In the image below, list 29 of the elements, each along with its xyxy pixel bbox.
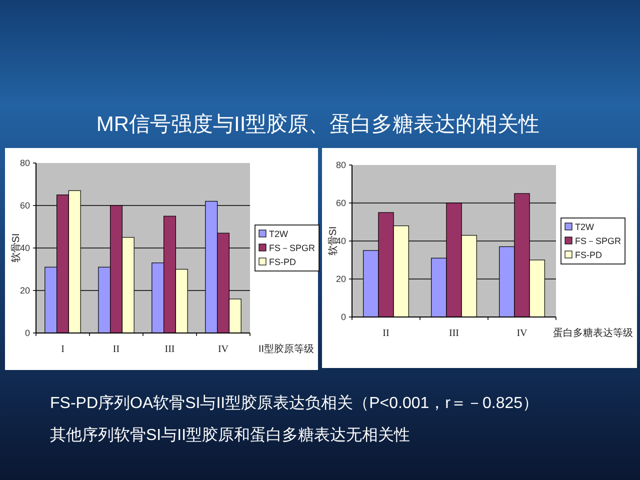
y-tick-label: 60	[20, 200, 30, 210]
x-tick-label: II	[382, 328, 390, 339]
text: 其他序列软骨SI与II型胶原和蛋白多糖表达无相关性	[50, 426, 410, 444]
y-tick-label: 0	[340, 312, 346, 322]
y-tick-label: 40	[20, 243, 30, 253]
y-axis-title: 软骨SI	[10, 233, 22, 263]
y-tick-label: 0	[24, 328, 30, 338]
y-tick-label: 80	[336, 160, 346, 170]
x-axis-title: II型胶原等级	[258, 343, 314, 355]
y-tick-label: 80	[20, 158, 30, 168]
x-tick-label: III	[449, 328, 459, 339]
x-tick-label: I	[61, 344, 64, 355]
x-tick-label: IV	[218, 344, 230, 355]
x-axis-title: 蛋白多糖表达等级	[553, 327, 633, 339]
x-tick-label: IV	[516, 328, 528, 339]
legend-label: T2W	[575, 222, 595, 232]
legend-label: FS-PD	[269, 257, 296, 267]
legend-label: FS－SPGR	[575, 236, 622, 246]
text: MR信号强度与II型胶原、蛋白多糖表达的相关性	[96, 113, 540, 136]
x-tick-label: II	[112, 344, 120, 355]
legend-label: FS-PD	[575, 250, 602, 260]
x-tick-label: III	[164, 344, 175, 355]
legend-label: FS－SPGR	[269, 243, 316, 253]
y-tick-label: 40	[336, 236, 346, 246]
y-tick-label: 60	[336, 198, 346, 208]
y-tick-label: 20	[336, 274, 346, 284]
legend-label: T2W	[269, 229, 289, 239]
text: FS-PD序列OA软骨SI与II型胶原表达负相关（P<0.001，r＝－0.825）	[50, 394, 539, 412]
y-tick-label: 20	[20, 286, 30, 296]
